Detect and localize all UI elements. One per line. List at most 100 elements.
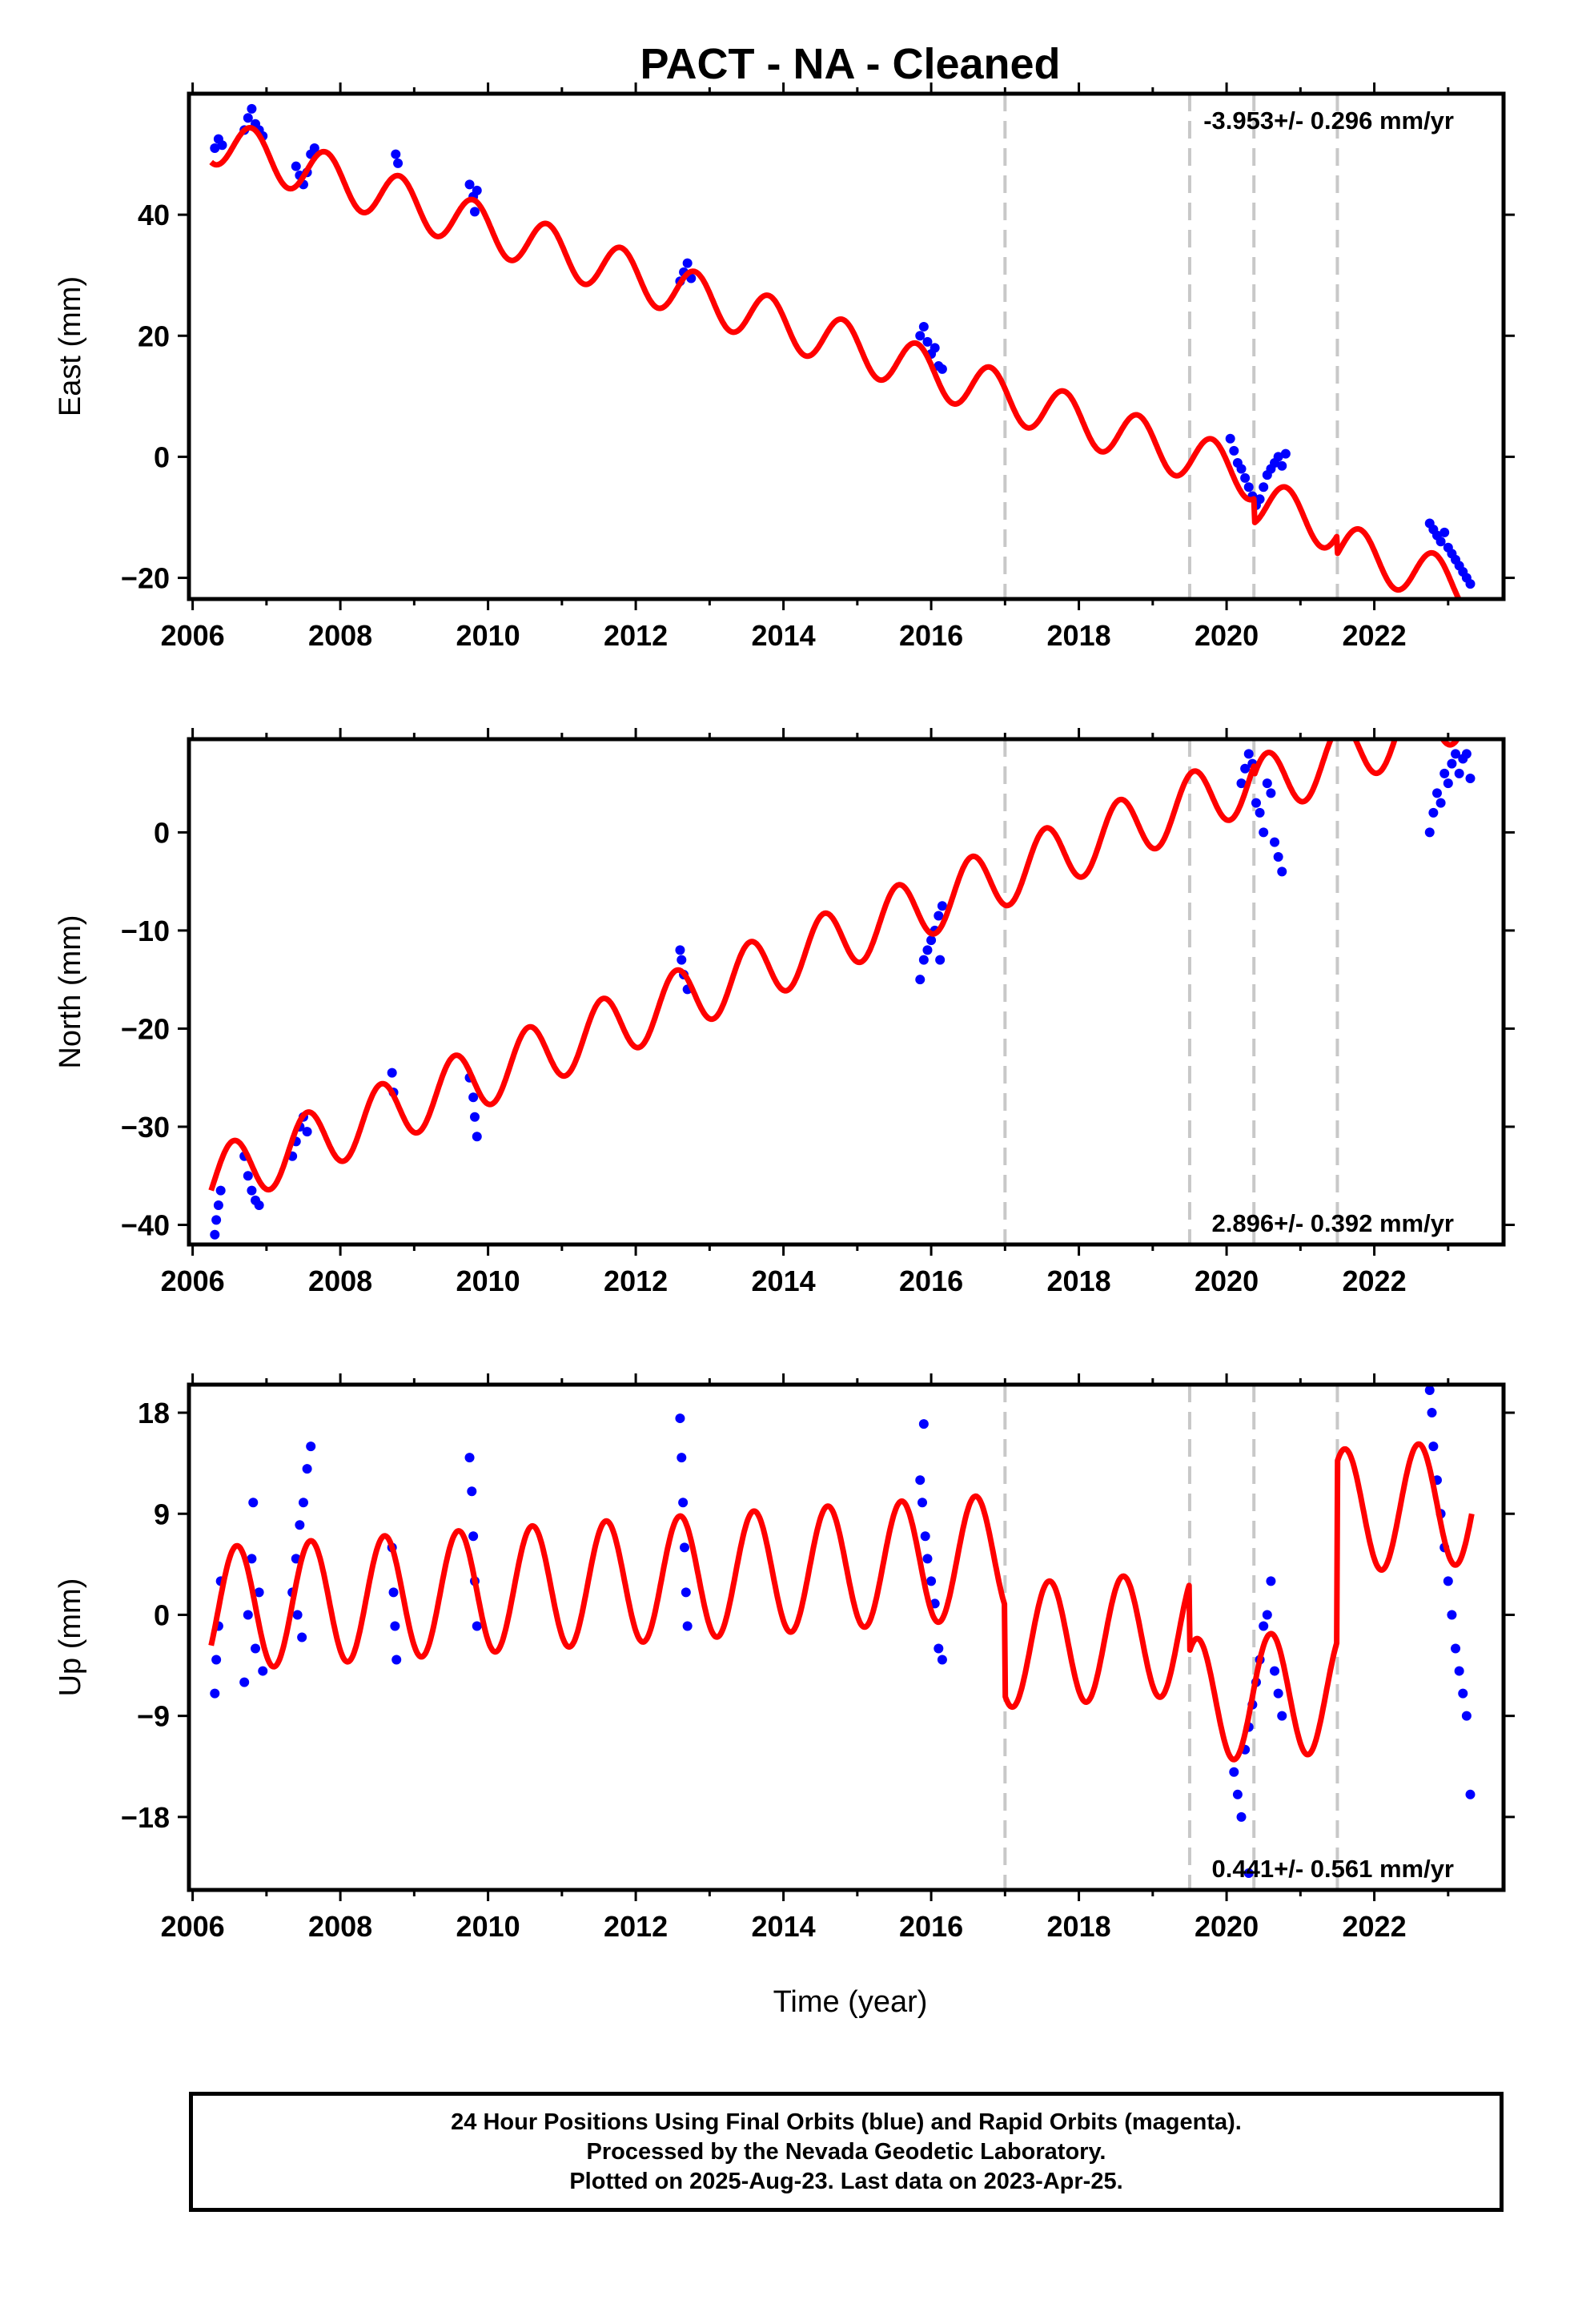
data-point — [291, 161, 301, 171]
data-point — [247, 1185, 257, 1196]
y-tick-label: 0 — [154, 1598, 170, 1631]
data-point — [918, 955, 929, 965]
x-tick-label: 2006 — [161, 1265, 225, 1297]
data-point — [915, 1475, 926, 1486]
data-point — [1439, 768, 1450, 778]
x-tick-label: 2012 — [604, 1910, 668, 1943]
data-point — [215, 1185, 226, 1196]
data-point — [1236, 464, 1247, 474]
x-tick-label: 2012 — [604, 1265, 668, 1297]
data-point — [217, 140, 227, 151]
data-point — [388, 1587, 399, 1598]
data-point — [298, 1498, 308, 1508]
y-tick-label: 9 — [154, 1498, 170, 1530]
data-point — [926, 1576, 937, 1586]
velocity-label: 0.441+/- 0.561 mm/yr — [1212, 1855, 1454, 1883]
data-point — [297, 1632, 307, 1642]
data-point — [1273, 1688, 1283, 1699]
data-point — [472, 1621, 482, 1631]
data-point — [675, 1413, 685, 1424]
x-tick-label: 2022 — [1343, 1910, 1407, 1943]
data-point — [258, 1666, 268, 1676]
data-point — [1443, 778, 1453, 789]
data-point — [922, 945, 933, 955]
plot-frame — [187, 1382, 1506, 1892]
data-point — [1259, 827, 1269, 838]
model-curve — [208, 1441, 1475, 1763]
data-point — [917, 1498, 928, 1508]
panel-up: 2006 2008 2010 2012 2014 2016 2018 2020 2022 −18 −… — [54, 1373, 1515, 1943]
x-tick-label: 2016 — [899, 619, 963, 652]
data-point — [1465, 774, 1476, 784]
data-point — [1266, 1576, 1276, 1586]
data-point — [937, 901, 947, 911]
data-point — [1280, 448, 1291, 459]
data-point — [472, 1132, 482, 1142]
data-point — [464, 1453, 475, 1463]
data-point — [302, 1127, 312, 1137]
x-tick-label: 2018 — [1047, 1265, 1111, 1297]
data-point — [1451, 749, 1461, 759]
data-point — [248, 1498, 259, 1508]
y-tick-label: −10 — [121, 915, 170, 947]
y-tick-label: 20 — [138, 320, 170, 352]
x-tick-label: 2010 — [456, 619, 520, 652]
data-point — [935, 955, 946, 965]
data-point — [1255, 807, 1265, 818]
data-point — [678, 1498, 689, 1508]
x-tick-label: 2022 — [1343, 1265, 1407, 1297]
figure-title: PACT - NA - Cleaned — [640, 40, 1060, 88]
data-point — [1435, 798, 1446, 808]
data-point — [210, 1229, 220, 1240]
data-point — [469, 1112, 480, 1122]
data-point — [1435, 537, 1446, 547]
data-point — [1225, 433, 1235, 444]
data-point — [247, 103, 257, 114]
y-tick-label: 0 — [154, 440, 170, 473]
y-tick-label: −40 — [121, 1208, 170, 1241]
data-point — [677, 955, 687, 965]
data-point — [393, 158, 404, 168]
data-point — [1229, 445, 1239, 456]
footer-line-3: Plotted on 2025-Aug-23. Last data on 202… — [569, 2168, 1123, 2194]
x-tick-label: 2020 — [1195, 619, 1259, 652]
y-tick-label: 40 — [138, 199, 170, 231]
data-point — [295, 1520, 305, 1530]
x-tick-label: 2014 — [752, 1910, 816, 1943]
data-point — [211, 1655, 222, 1665]
data-point — [1461, 1711, 1472, 1721]
plot-area — [208, 739, 1476, 1244]
x-tick-label: 2014 — [752, 1265, 816, 1297]
plot-frame — [187, 737, 1506, 1247]
data-point — [1447, 1610, 1457, 1620]
y-tick-label: −9 — [137, 1700, 170, 1733]
plot-area — [209, 94, 1476, 599]
panel-north: 2006 2008 2010 2012 2014 2016 2018 2020 2022 −40 −… — [54, 728, 1515, 1297]
y-axis-label: East (mm) — [54, 276, 87, 416]
y-axis-label: Up (mm) — [54, 1578, 87, 1697]
data-point — [247, 1554, 257, 1564]
velocity-label: -3.953+/- 0.296 mm/yr — [1203, 107, 1454, 135]
y-tick-label: −18 — [121, 1801, 170, 1834]
data-point — [1458, 1688, 1468, 1699]
plot-frame — [187, 91, 1506, 601]
data-point — [920, 1531, 930, 1542]
data-point — [1465, 1789, 1476, 1799]
y-axis-label: North (mm) — [54, 915, 87, 1068]
y-tick-label: −20 — [121, 562, 170, 595]
x-tick-label: 2008 — [308, 1910, 372, 1943]
data-point — [1461, 749, 1472, 759]
data-point — [1273, 852, 1283, 862]
data-point — [254, 1587, 264, 1598]
data-point — [1454, 768, 1464, 778]
data-point — [1277, 1711, 1287, 1721]
data-point — [1262, 1610, 1272, 1620]
data-point — [1270, 837, 1280, 847]
y-tick-label: 0 — [154, 816, 170, 849]
x-tick-label: 2008 — [308, 1265, 372, 1297]
data-point — [1240, 763, 1251, 774]
data-point — [677, 1453, 687, 1463]
data-point — [682, 1621, 693, 1631]
data-point — [1240, 472, 1251, 483]
data-point — [922, 336, 933, 347]
